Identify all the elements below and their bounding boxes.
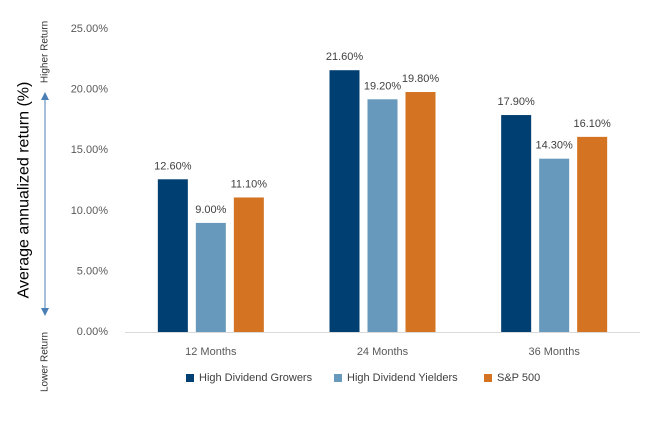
y-axis-title: Average annualized return (%)	[16, 82, 33, 299]
legend-swatch	[484, 374, 492, 382]
data-label: 19.20%	[364, 80, 402, 92]
return-direction-indicator: Higher Return Lower Return	[40, 21, 51, 392]
data-label: 9.00%	[195, 204, 226, 216]
lower-return-label: Lower Return	[40, 332, 51, 392]
bar	[405, 92, 436, 332]
arrow-down-icon	[41, 308, 49, 316]
x-axis-ticks: 12 Months 24 Months 36 Months	[185, 346, 580, 358]
y-axis-ticks: 0.00% 5.00% 10.00% 15.00% 20.00% 25.00%	[71, 23, 109, 338]
bar	[367, 99, 398, 333]
data-label: 21.60%	[326, 51, 364, 63]
bar	[195, 222, 226, 332]
higher-return-label: Higher Return	[40, 21, 51, 83]
x-tick-label: 12 Months	[185, 346, 237, 358]
legend-swatch	[186, 374, 194, 382]
bar	[329, 70, 360, 332]
y-tick-label: 0.00%	[77, 326, 108, 338]
data-label: 16.10%	[574, 118, 612, 130]
data-label: 19.80%	[402, 73, 440, 85]
x-tick-label: 36 Months	[528, 346, 580, 358]
bars	[157, 70, 608, 333]
bar	[501, 115, 532, 332]
legend-label: High Dividend Growers	[199, 372, 313, 384]
data-label: 17.90%	[498, 96, 536, 108]
bar	[577, 136, 608, 332]
legend-swatch	[334, 374, 342, 382]
bar	[539, 158, 570, 332]
legend: High Dividend Growers High Dividend Yield…	[186, 372, 540, 384]
data-labels: 12.60% 9.00% 11.10% 21.60% 19.20%19.80% 17.90…	[154, 51, 611, 216]
legend-label: S&P 500	[497, 372, 540, 384]
bar	[233, 197, 264, 332]
legend-label: High Dividend Yielders	[347, 372, 458, 384]
bar	[157, 179, 188, 332]
y-tick-label: 5.00%	[77, 265, 108, 277]
arrow-up-icon	[41, 92, 49, 100]
data-label: 14.30%	[536, 140, 574, 152]
y-tick-label: 25.00%	[71, 23, 109, 35]
data-label: 12.60%	[154, 160, 192, 172]
y-tick-label: 20.00%	[71, 84, 109, 96]
data-label: 11.10%	[231, 178, 268, 190]
y-tick-label: 15.00%	[71, 144, 109, 156]
y-tick-label: 10.00%	[71, 205, 109, 217]
x-tick-label: 24 Months	[357, 346, 409, 358]
y-axis-title-group: Average annualized return (%)	[16, 82, 33, 299]
